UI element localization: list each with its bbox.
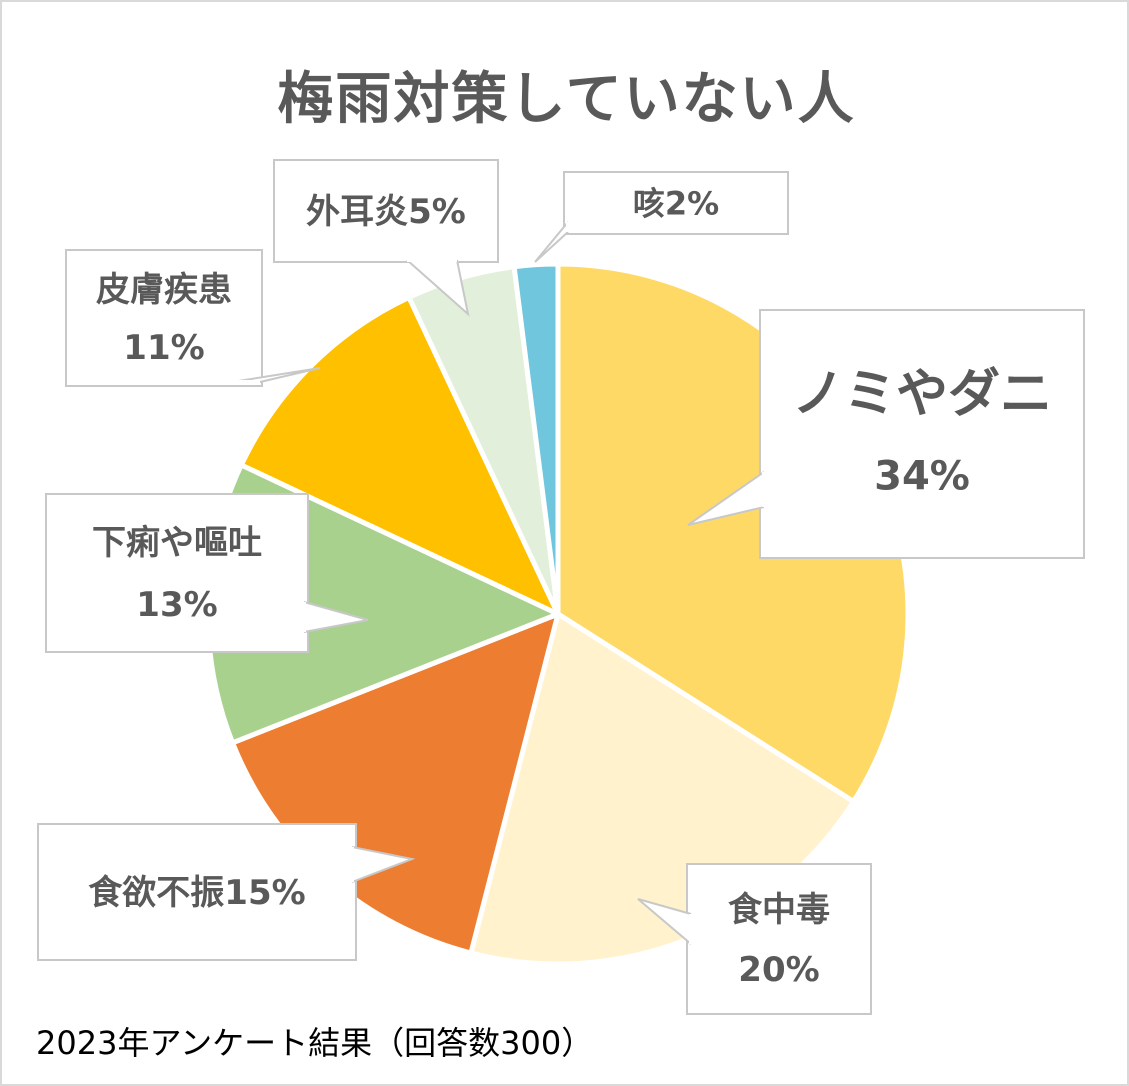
slice-callout-1: ノミやダニ 34% bbox=[687, 309, 1085, 559]
callout-box bbox=[37, 823, 357, 961]
callout-pointer bbox=[406, 259, 470, 317]
slice-percent-label: 34% bbox=[874, 453, 970, 499]
pie-slice-7 bbox=[511, 261, 561, 617]
slice-percent-label: 20% bbox=[738, 950, 819, 990]
callout-pointer bbox=[534, 221, 569, 263]
callout-box bbox=[273, 159, 499, 263]
callout-pointer bbox=[637, 898, 692, 945]
slice-percent-label: 13% bbox=[136, 585, 217, 625]
pie-slice-5 bbox=[238, 294, 561, 617]
slice-callout-4: 下痢や嘔吐 13% bbox=[45, 493, 369, 653]
slice-callout-2: 食中毒 20% bbox=[637, 863, 872, 1015]
slice-callout-7: 咳2% bbox=[534, 171, 789, 263]
footnote: 2023年アンケート結果（回答数300） bbox=[36, 1024, 594, 1062]
slice-callout-3: 食欲不振15% bbox=[37, 823, 416, 961]
slice-label: 咳2% bbox=[633, 185, 719, 223]
slice-label: 食欲不振15% bbox=[88, 873, 305, 913]
callout-pointer bbox=[351, 846, 416, 883]
callout-box bbox=[45, 493, 309, 653]
callout-pointer bbox=[231, 367, 321, 383]
callout-pointer bbox=[687, 471, 765, 526]
slice-percent-label: 11% bbox=[123, 328, 204, 368]
slice-label: 下痢や嘔吐 bbox=[92, 523, 262, 563]
callout-box bbox=[65, 249, 263, 387]
slice-label: 食中毒 bbox=[728, 890, 830, 930]
slice-label: 皮膚疾患 bbox=[96, 270, 232, 310]
callout-pointer bbox=[303, 601, 369, 633]
slice-callout-5: 皮膚疾患 11% bbox=[65, 249, 321, 387]
callout-box bbox=[563, 171, 789, 235]
callout-box bbox=[686, 863, 872, 1015]
slice-label: 外耳炎5% bbox=[306, 192, 466, 232]
slice-label: ノミやダニ bbox=[792, 365, 1052, 425]
slice-callout-6: 外耳炎5% bbox=[273, 159, 499, 317]
chart-title: 梅雨対策していない人 bbox=[277, 67, 856, 132]
callout-box bbox=[759, 309, 1085, 559]
